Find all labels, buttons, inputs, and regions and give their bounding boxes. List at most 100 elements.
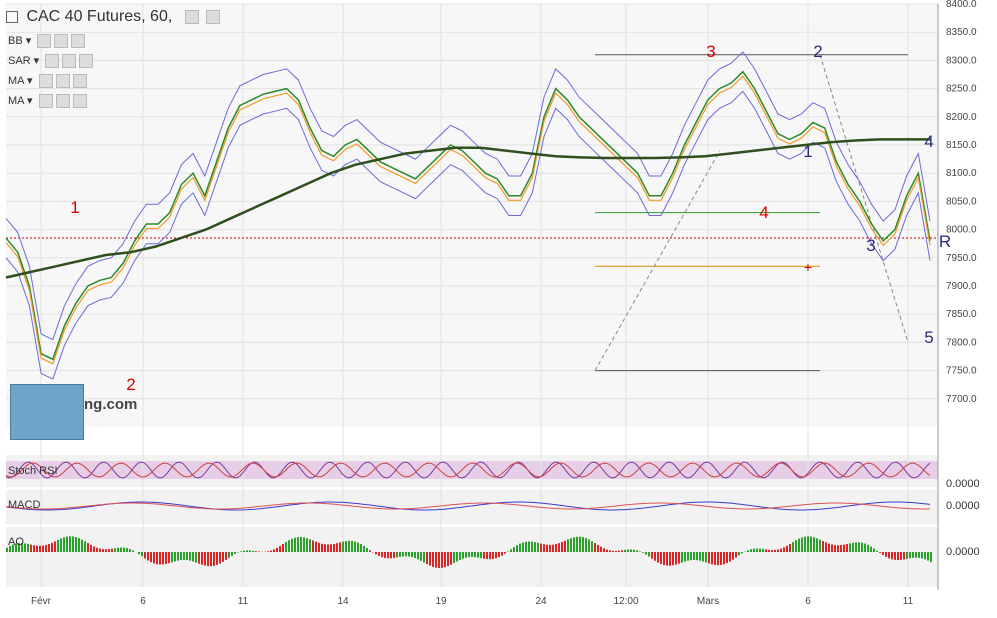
ao-bar — [378, 552, 380, 556]
gear-icon[interactable] — [56, 74, 70, 88]
ao-bar — [771, 550, 773, 552]
indicator-row-ma-2[interactable]: MA ▾ — [8, 94, 87, 108]
eye-icon[interactable] — [39, 94, 53, 108]
ao-bar — [720, 552, 722, 565]
ao-bar — [6, 548, 8, 552]
ao-bar — [48, 544, 50, 552]
ao-bar — [648, 552, 650, 557]
ao-bar — [474, 552, 476, 557]
wave-label: 1 — [70, 198, 79, 217]
ao-bar — [168, 552, 170, 563]
close-icon[interactable] — [79, 54, 93, 68]
eye-icon[interactable] — [185, 10, 199, 24]
eye-icon[interactable] — [39, 74, 53, 88]
ao-bar — [921, 552, 923, 558]
collapse-icon[interactable] — [6, 11, 18, 23]
gear-icon[interactable] — [206, 10, 220, 24]
ao-bar — [462, 552, 464, 559]
y-tick-label: 8300.0 — [946, 55, 977, 66]
ao-bar — [858, 542, 860, 552]
ao-bar — [813, 537, 815, 552]
ao-bar — [441, 552, 443, 568]
ao-bar — [573, 537, 575, 552]
eye-icon[interactable] — [37, 34, 51, 48]
y-tick-label: 7900.0 — [946, 281, 977, 292]
ao-bar — [792, 542, 794, 552]
wave-label: R — [939, 232, 951, 251]
ao-bar — [225, 552, 227, 560]
indicator-row-bb[interactable]: BB ▾ — [8, 34, 85, 48]
panel-value-stoch-rsi: 0.0000 — [946, 478, 980, 490]
close-icon[interactable] — [73, 94, 87, 108]
close-icon[interactable] — [73, 74, 87, 88]
ao-bar — [87, 543, 89, 552]
ao-bar — [27, 544, 29, 552]
chart-title-row: CAC 40 Futures, 60, — [6, 8, 220, 26]
ao-bar — [510, 549, 512, 552]
panel-label-macd[interactable]: MACD — [8, 499, 40, 511]
ao-bar — [114, 548, 116, 552]
x-tick-label: Févr — [31, 596, 52, 607]
ao-bar — [762, 549, 764, 552]
ao-bar — [843, 545, 845, 552]
ao-bar — [537, 543, 539, 552]
panel-label-stoch-rsi[interactable]: Stoch RSI — [8, 465, 58, 477]
wave-label: 4 — [759, 203, 768, 222]
ao-bar — [606, 550, 608, 552]
x-tick-label: 12:00 — [613, 596, 638, 607]
ao-bar — [915, 552, 917, 558]
panel-label-ao[interactable]: AO — [8, 536, 24, 548]
ao-bar — [366, 548, 368, 552]
ao-bar — [390, 552, 392, 558]
ao-bar — [327, 545, 329, 552]
gear-icon[interactable] — [56, 94, 70, 108]
ao-bar — [186, 552, 188, 560]
ao-bar — [717, 552, 719, 565]
ao-bar — [486, 552, 488, 559]
ao-bar — [246, 550, 248, 552]
ao-bar — [741, 552, 743, 553]
ao-bar — [345, 541, 347, 552]
ao-bar — [528, 541, 530, 552]
ao-bar — [432, 552, 434, 567]
ao-bar — [723, 552, 725, 564]
ao-bar — [420, 552, 422, 561]
gear-icon[interactable] — [62, 54, 76, 68]
ao-bar — [918, 552, 920, 558]
ao-bar — [147, 552, 149, 560]
y-tick-label: 8100.0 — [946, 168, 977, 179]
ao-bar — [69, 536, 71, 552]
ao-bar — [216, 552, 218, 565]
ao-bar — [747, 550, 749, 552]
ao-bar — [159, 552, 161, 565]
ao-bar — [864, 543, 866, 552]
ao-bar — [672, 552, 674, 565]
indicator-row-ma[interactable]: MA ▾ — [8, 74, 87, 88]
ao-bar — [105, 549, 107, 552]
ao-bar — [633, 550, 635, 552]
ao-bar — [189, 552, 191, 561]
ao-bar — [141, 552, 143, 556]
ao-bar — [696, 552, 698, 560]
ao-bar — [132, 550, 134, 552]
ao-bar — [75, 537, 77, 552]
ao-bar — [63, 537, 65, 552]
ao-bar — [60, 539, 62, 552]
gear-icon[interactable] — [54, 34, 68, 48]
eye-icon[interactable] — [45, 54, 59, 68]
ao-bar — [324, 544, 326, 552]
close-icon[interactable] — [71, 34, 85, 48]
ao-bar — [801, 537, 803, 552]
wave-label: 4 — [924, 132, 933, 151]
ao-bar — [213, 552, 215, 566]
ao-bar — [354, 541, 356, 552]
ao-bar — [675, 552, 677, 565]
ao-bar — [642, 552, 644, 553]
chart-title: CAC 40 Futures, 60, — [26, 8, 172, 25]
ao-bar — [357, 543, 359, 552]
ao-bar — [111, 549, 113, 552]
ao-bar — [525, 542, 527, 552]
ao-bar — [903, 552, 905, 559]
ao-bar — [516, 545, 518, 552]
indicator-row-sar[interactable]: SAR ▾ — [8, 54, 93, 68]
